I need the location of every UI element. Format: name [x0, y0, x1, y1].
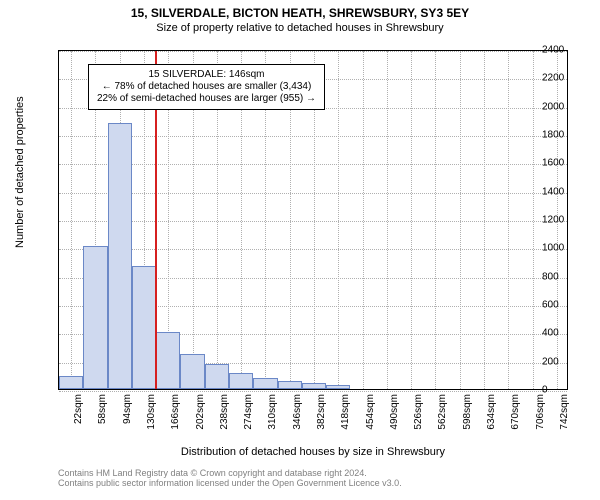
footer-line2: Contains public sector information licen… [58, 478, 402, 488]
annotation-line1: 15 SILVERDALE: 146sqm [97, 69, 316, 81]
x-tick-label: 310sqm [267, 394, 278, 430]
footer-line1: Contains HM Land Registry data © Crown c… [58, 468, 402, 478]
x-tick-label: 670sqm [510, 394, 521, 430]
histogram-bar [229, 373, 253, 389]
histogram-bar [253, 378, 277, 389]
histogram-bar [59, 376, 83, 389]
x-tick-label: 382sqm [316, 394, 327, 430]
chart-title: 15, SILVERDALE, BICTON HEATH, SHREWSBURY… [0, 0, 600, 20]
gridline-h [59, 164, 567, 165]
x-tick-label: 58sqm [97, 394, 108, 424]
footer-text: Contains HM Land Registry data © Crown c… [58, 468, 402, 488]
x-tick-label: 238sqm [219, 394, 230, 430]
histogram-bar [302, 383, 326, 389]
histogram-bar [83, 246, 107, 389]
y-tick-label: 1200 [542, 215, 596, 226]
gridline-v [533, 51, 534, 389]
gridline-h [59, 391, 567, 392]
y-tick-label: 2000 [542, 101, 596, 112]
y-tick-label: 1000 [542, 243, 596, 254]
gridline-v [363, 51, 364, 389]
gridline-h [59, 193, 567, 194]
gridline-h [59, 221, 567, 222]
x-tick-label: 562sqm [437, 394, 448, 430]
annotation-line3: 22% of semi-detached houses are larger (… [97, 93, 316, 105]
gridline-h [59, 51, 567, 52]
y-tick-label: 1600 [542, 158, 596, 169]
y-tick-label: 1800 [542, 130, 596, 141]
gridline-v [435, 51, 436, 389]
y-tick-label: 600 [542, 300, 596, 311]
x-tick-label: 202sqm [195, 394, 206, 430]
annotation-box: 15 SILVERDALE: 146sqm ← 78% of detached … [88, 64, 325, 110]
gridline-v [411, 51, 412, 389]
y-tick-label: 200 [542, 356, 596, 367]
gridline-v [460, 51, 461, 389]
histogram-bar [205, 364, 229, 390]
gridline-h [59, 136, 567, 137]
histogram-bar [278, 381, 302, 390]
histogram-bar [132, 266, 156, 389]
histogram-bar [326, 385, 350, 389]
annotation-line2: ← 78% of detached houses are smaller (3,… [97, 81, 316, 93]
x-tick-label: 526sqm [413, 394, 424, 430]
x-tick-label: 94sqm [122, 394, 133, 424]
y-tick-label: 400 [542, 328, 596, 339]
x-tick-label: 166sqm [170, 394, 181, 430]
y-tick-label: 1400 [542, 186, 596, 197]
histogram-bar [108, 123, 132, 389]
gridline-v [71, 51, 72, 389]
x-tick-label: 346sqm [292, 394, 303, 430]
histogram-bar [156, 332, 180, 389]
y-tick-label: 2200 [542, 73, 596, 84]
y-tick-label: 2400 [542, 45, 596, 56]
x-tick-label: 634sqm [486, 394, 497, 430]
gridline-v [508, 51, 509, 389]
y-axis-label: Number of detached properties [14, 188, 26, 248]
x-tick-label: 418sqm [340, 394, 351, 430]
x-tick-label: 490sqm [389, 394, 400, 430]
gridline-v [387, 51, 388, 389]
y-tick-label: 800 [542, 271, 596, 282]
x-axis-label: Distribution of detached houses by size … [58, 446, 568, 458]
gridline-v [338, 51, 339, 389]
x-tick-label: 22sqm [73, 394, 84, 424]
x-tick-label: 454sqm [365, 394, 376, 430]
x-tick-label: 130sqm [146, 394, 157, 430]
x-tick-label: 706sqm [535, 394, 546, 430]
x-tick-label: 742sqm [559, 394, 570, 430]
chart-subtitle: Size of property relative to detached ho… [0, 20, 600, 34]
gridline-h [59, 249, 567, 250]
x-tick-label: 598sqm [462, 394, 473, 430]
x-tick-label: 274sqm [243, 394, 254, 430]
histogram-bar [180, 354, 204, 389]
gridline-v [484, 51, 485, 389]
